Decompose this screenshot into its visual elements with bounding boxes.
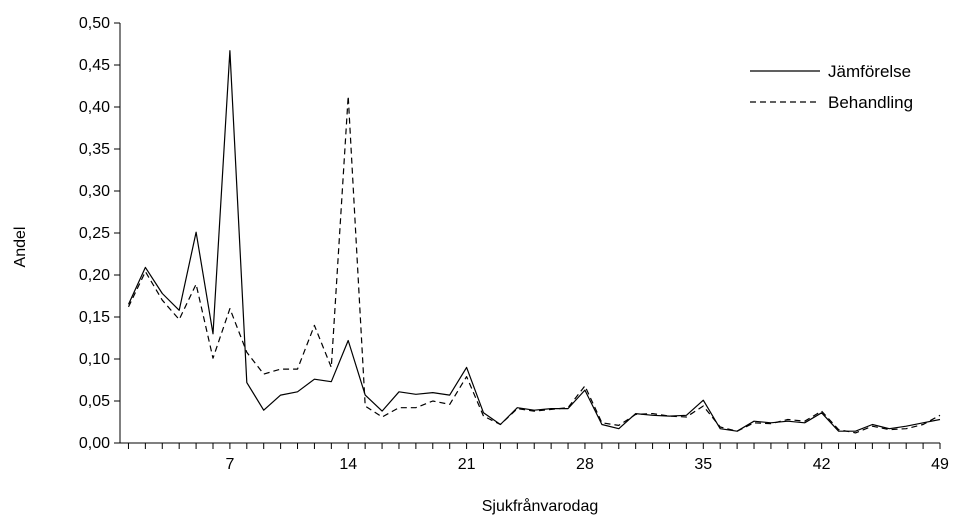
y-tick-label: 0,15 — [79, 309, 110, 326]
y-tick-label: 0,50 — [79, 15, 110, 32]
y-tick-label: 0,35 — [79, 141, 110, 158]
y-tick-label: 0,40 — [79, 99, 110, 116]
y-tick-label: 0,25 — [79, 225, 110, 242]
x-tick-label: 49 — [931, 456, 949, 473]
x-tick-label: 7 — [225, 456, 234, 473]
y-tick-label: 0,45 — [79, 57, 110, 74]
y-tick-label: 0,30 — [79, 183, 110, 200]
series-layer — [127, 50, 941, 434]
x-tick-label: 42 — [813, 456, 831, 473]
x-tick-label: 28 — [576, 456, 594, 473]
y-tick-label: 0,10 — [79, 351, 110, 368]
x-axis-title: Sjukfrånvarodag — [482, 497, 599, 515]
series-line-j-mf-relse — [127, 50, 941, 432]
y-tick-label: 0,20 — [79, 267, 110, 284]
legend-label: Behandling — [828, 93, 913, 112]
legend-label: Jämförelse — [828, 62, 911, 81]
series-line-behandling — [127, 95, 941, 434]
y-tick-label: 0,00 — [79, 435, 110, 452]
x-tick-label: 21 — [458, 456, 476, 473]
x-tick-label: 14 — [339, 456, 357, 473]
x-axis: 7 14 21 28 35 42 49 — [120, 442, 949, 473]
y-tick-label: 0,05 — [79, 393, 110, 410]
y-axis: 0,00 0,05 0,10 0,15 0,20 0,25 0,30 0,35 0,40 0,45… — [79, 15, 121, 452]
y-axis-title: Andel — [12, 227, 29, 268]
x-tick-label: 35 — [694, 456, 712, 473]
legend: Jämförelse Behandling — [750, 62, 913, 112]
